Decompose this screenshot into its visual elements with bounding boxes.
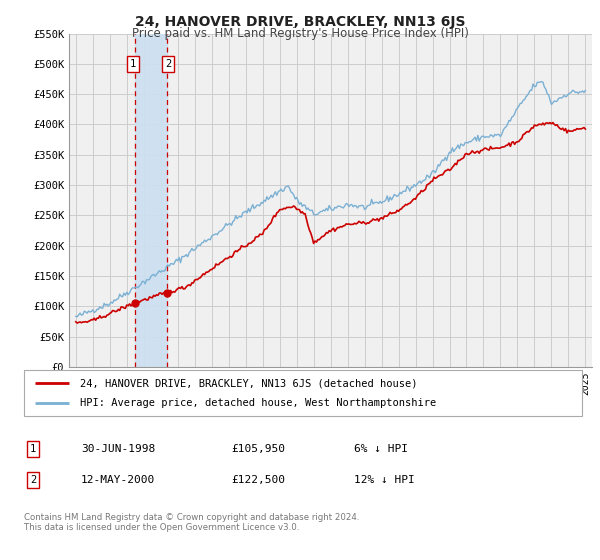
Text: Contains HM Land Registry data © Crown copyright and database right 2024.: Contains HM Land Registry data © Crown c… bbox=[24, 513, 359, 522]
Text: 1: 1 bbox=[130, 59, 136, 69]
Text: 2: 2 bbox=[30, 475, 36, 485]
Text: 6% ↓ HPI: 6% ↓ HPI bbox=[354, 444, 408, 454]
Text: 12% ↓ HPI: 12% ↓ HPI bbox=[354, 475, 415, 485]
Text: HPI: Average price, detached house, West Northamptonshire: HPI: Average price, detached house, West… bbox=[80, 398, 436, 408]
Text: 2: 2 bbox=[165, 59, 172, 69]
Text: Price paid vs. HM Land Registry's House Price Index (HPI): Price paid vs. HM Land Registry's House … bbox=[131, 27, 469, 40]
Text: 12-MAY-2000: 12-MAY-2000 bbox=[81, 475, 155, 485]
Text: This data is licensed under the Open Government Licence v3.0.: This data is licensed under the Open Gov… bbox=[24, 523, 299, 532]
Text: £122,500: £122,500 bbox=[231, 475, 285, 485]
Text: £105,950: £105,950 bbox=[231, 444, 285, 454]
Text: 24, HANOVER DRIVE, BRACKLEY, NN13 6JS: 24, HANOVER DRIVE, BRACKLEY, NN13 6JS bbox=[135, 15, 465, 29]
Text: 30-JUN-1998: 30-JUN-1998 bbox=[81, 444, 155, 454]
Bar bbox=[135, 34, 167, 367]
Text: 24, HANOVER DRIVE, BRACKLEY, NN13 6JS (detached house): 24, HANOVER DRIVE, BRACKLEY, NN13 6JS (d… bbox=[80, 378, 418, 388]
Text: 1: 1 bbox=[30, 444, 36, 454]
FancyBboxPatch shape bbox=[24, 370, 582, 416]
